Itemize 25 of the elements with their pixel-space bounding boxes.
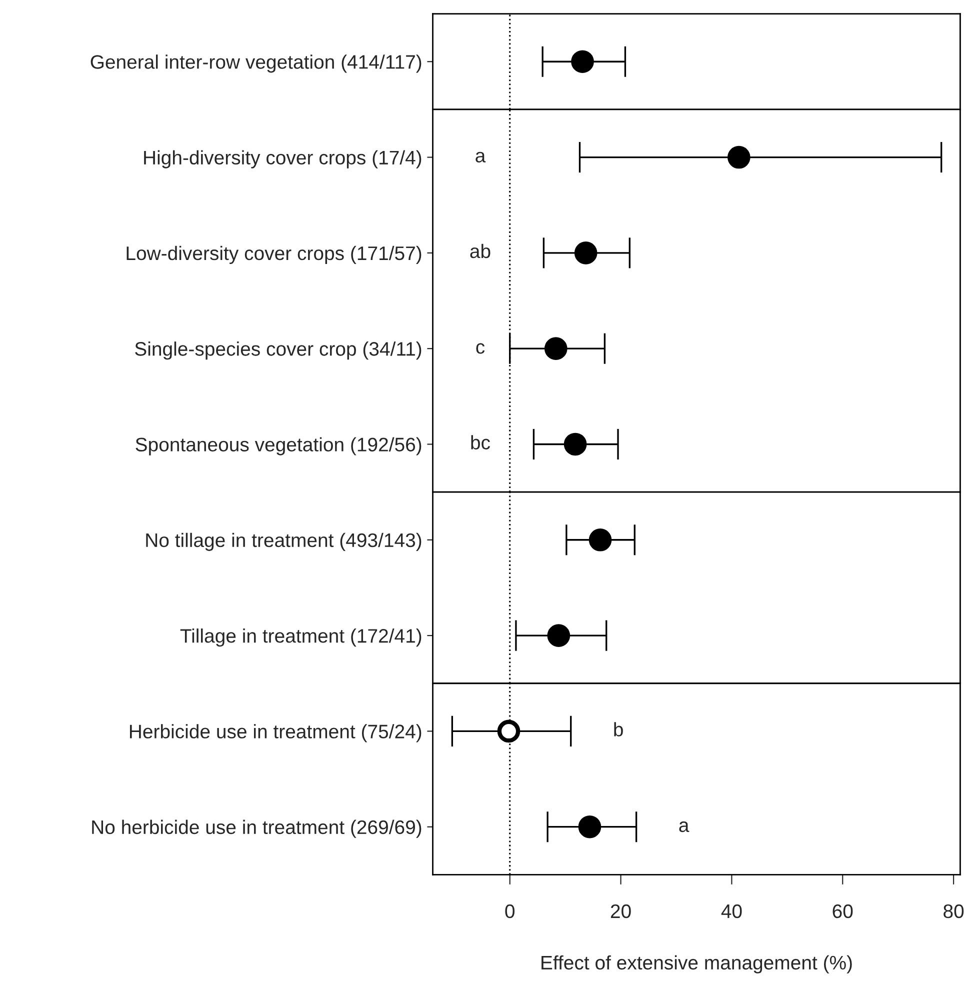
- annotation: a: [476, 152, 486, 162]
- annotation: c: [476, 343, 485, 354]
- point: [544, 337, 568, 360]
- point: [728, 146, 750, 169]
- point: [564, 432, 587, 456]
- y-tick-label: No tillage in treatment (493/143): [146, 532, 422, 551]
- annotation: b: [614, 722, 623, 736]
- y-tick-label: Herbicide use in treatment (75/24): [130, 724, 422, 742]
- x-tick-label: 60: [832, 904, 853, 918]
- x-tick-label: 40: [721, 904, 742, 918]
- y-tick-label: No herbicide use in treatment (269/69): [92, 820, 422, 838]
- point: [574, 242, 598, 264]
- y-tick-label: Tillage in treatment (172/41): [180, 628, 422, 647]
- x-tick-label: 0: [505, 904, 515, 918]
- annotation: bc: [471, 435, 490, 450]
- x-tick-label: 80: [944, 904, 964, 918]
- x-axis-title: Effect of extensive management (%): [542, 955, 852, 974]
- y-tick-label: High-diversity cover crops (17/4): [144, 150, 422, 168]
- annotation: ab: [470, 244, 490, 258]
- y-tick-label: Low-diversity cover crops (171/57): [126, 246, 422, 264]
- y-tick-label: Spontaneous vegetation (192/56): [136, 437, 422, 456]
- annotation: a: [679, 821, 690, 832]
- x-tick-label: 20: [610, 904, 631, 918]
- y-tick-label: Single-species cover crop (34/11): [135, 342, 422, 360]
- y-tick-label: General inter-row vegetation (414/117): [90, 54, 422, 73]
